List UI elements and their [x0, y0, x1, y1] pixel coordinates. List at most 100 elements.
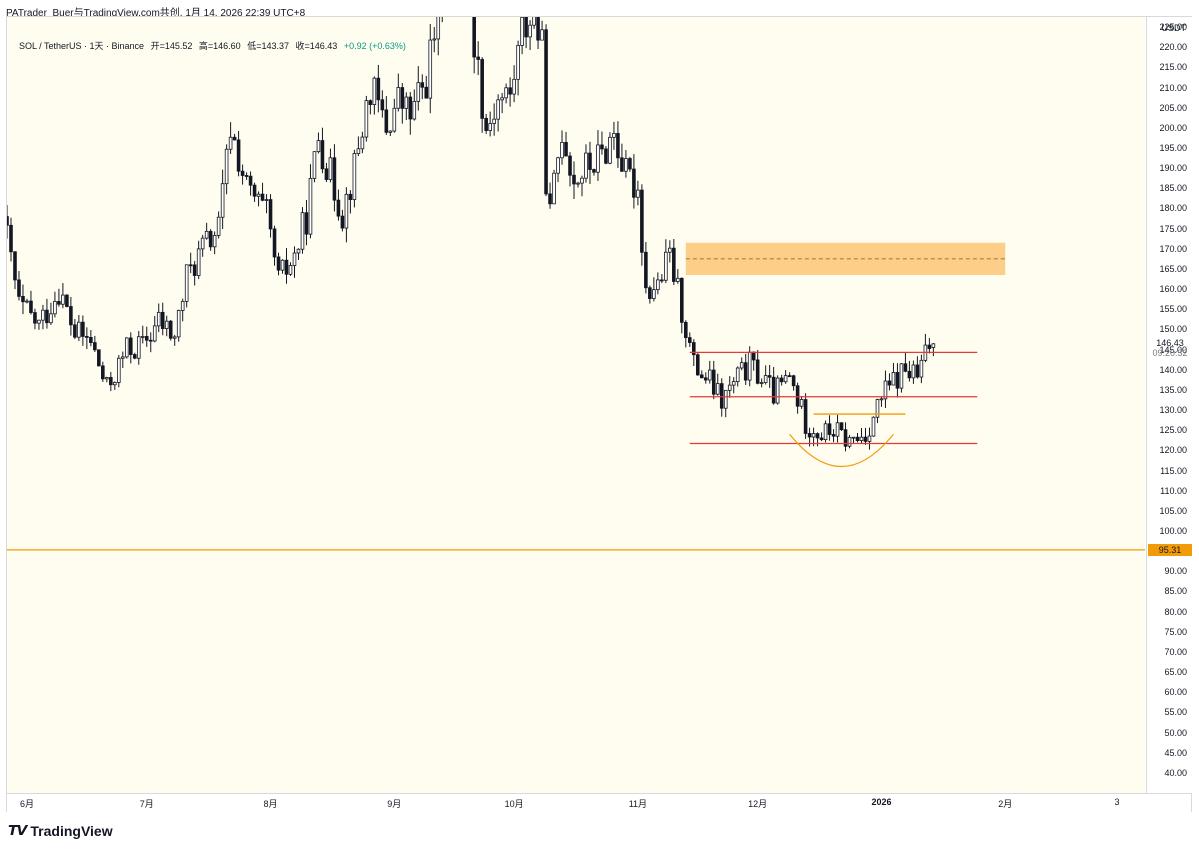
candle-bull — [124, 337, 129, 358]
candle-bear — [408, 96, 413, 120]
candle-bear — [93, 342, 97, 351]
candle-bear — [743, 362, 748, 381]
candle-bear — [17, 279, 21, 297]
candle-bull — [288, 265, 293, 275]
price-tick-label: 70.00 — [1164, 646, 1187, 657]
candle-bull — [224, 148, 229, 185]
candle-bear — [688, 337, 692, 343]
candle-bear — [472, 17, 476, 58]
candle-bull — [739, 362, 744, 369]
price-tick-label: 100.00 — [1159, 525, 1187, 536]
candle-bear — [787, 375, 792, 378]
time-tick-label: 7月 — [139, 799, 154, 809]
candle-bull — [496, 99, 500, 120]
candle-bear — [21, 295, 25, 303]
candle-bull — [228, 136, 233, 150]
candle-bear — [632, 168, 636, 198]
candle-bear — [895, 372, 900, 389]
candle-bull — [931, 343, 936, 348]
candle-bull — [204, 230, 209, 239]
time-axis[interactable]: 6月 7月 8月 9月 10月 11月 12月 2026 2月 3 — [7, 793, 1191, 812]
candle-bull — [356, 148, 361, 154]
ohlc-open: 开=145.52 — [150, 41, 193, 51]
candle-bear — [424, 86, 429, 99]
candle-bear — [548, 193, 552, 205]
price-tick-label: 160.00 — [1159, 284, 1187, 295]
candle-bull — [584, 152, 588, 179]
price-tick-label: 185.00 — [1159, 183, 1187, 194]
candle-bull — [49, 313, 53, 324]
price-chart[interactable] — [7, 17, 1145, 793]
price-tick-label: 190.00 — [1159, 163, 1187, 174]
candle-bull — [364, 100, 369, 138]
candle-bear — [600, 144, 604, 150]
candle-bear — [711, 369, 716, 395]
candle-bear — [795, 385, 800, 407]
candle-bear — [9, 224, 13, 253]
candle-bear — [592, 169, 596, 173]
candle-bull — [292, 252, 297, 266]
candle-bull — [61, 294, 65, 305]
price-tick-label: 65.00 — [1164, 667, 1187, 678]
candle-bull — [516, 45, 520, 80]
candle-bull — [883, 380, 888, 400]
candle-bull — [676, 277, 680, 282]
price-tick-label: 125.00 — [1159, 425, 1187, 436]
candle-bull — [120, 356, 125, 359]
candle-bull — [432, 38, 437, 41]
candle-bull — [715, 383, 720, 395]
candle-bull — [396, 87, 401, 109]
price-tick-label: 55.00 — [1164, 707, 1187, 718]
candle-bull — [504, 87, 508, 99]
plot-area[interactable]: SOL / TetherUS · 1天 · Binance 开=145.52 高… — [7, 17, 1145, 793]
candle-bull — [811, 433, 816, 438]
candle-bull — [612, 133, 616, 138]
candle-bear — [703, 377, 708, 381]
price-tick-label: 45.00 — [1164, 747, 1187, 758]
candle-bear — [400, 87, 405, 109]
candle-bear — [648, 287, 652, 299]
candle-bear — [420, 82, 425, 88]
candle-bear — [81, 321, 85, 337]
candle-bear — [276, 256, 281, 271]
candle-bear — [208, 230, 213, 248]
price-tick-label: 90.00 — [1164, 566, 1187, 577]
tradingview-logo-icon: 𝙏𝙑 — [8, 822, 27, 838]
candle-bull — [512, 78, 516, 95]
time-tick-label: 2月 — [998, 799, 1013, 809]
candle-bull — [492, 118, 496, 125]
price-axis[interactable]: USDT 225.00 220.00 215.00 210.00 205.00 200.0… — [1146, 17, 1192, 793]
candle-bull — [41, 309, 45, 321]
candle-bear — [97, 349, 101, 367]
candle-bull — [664, 251, 668, 281]
price-tick-label: 50.00 — [1164, 727, 1187, 738]
candle-bear — [89, 337, 93, 344]
price-tick-label: 105.00 — [1159, 505, 1187, 516]
symbol-info[interactable]: SOL / TetherUS · 1天 · Binance 开=145.52 高… — [19, 39, 410, 52]
candle-bear — [260, 193, 265, 201]
candle-bull — [388, 130, 393, 133]
candle-bear — [564, 142, 568, 157]
bar-countdown: 09:20:32 — [1152, 347, 1188, 358]
candle-bull — [164, 320, 169, 329]
time-tick-label: 10月 — [504, 799, 524, 809]
candle-bull — [668, 247, 672, 253]
currency-label[interactable]: USDT — [1161, 23, 1187, 33]
candle-bull — [775, 377, 780, 404]
candle-bear — [827, 423, 832, 435]
tradingview-logo[interactable]: 𝙏𝙑 TradingView — [8, 822, 113, 839]
price-tick-label: 145.00 — [1159, 344, 1187, 355]
candle-bear — [616, 133, 620, 159]
candle-bull — [859, 436, 864, 441]
price-tick-label: 115.00 — [1160, 465, 1187, 476]
candle-bear — [907, 370, 912, 379]
candle-bear — [244, 175, 249, 177]
symbol-name[interactable]: SOL / TetherUS · 1天 · Binance — [19, 41, 145, 51]
candle-bear — [348, 193, 353, 200]
tradingview-logo-text: TradingView — [30, 822, 113, 839]
candle-bear — [29, 300, 33, 313]
candle-bear — [620, 157, 624, 172]
candle-bull — [172, 336, 177, 339]
candle-bear — [791, 375, 796, 387]
price-tick-label: 140.00 — [1159, 364, 1187, 375]
